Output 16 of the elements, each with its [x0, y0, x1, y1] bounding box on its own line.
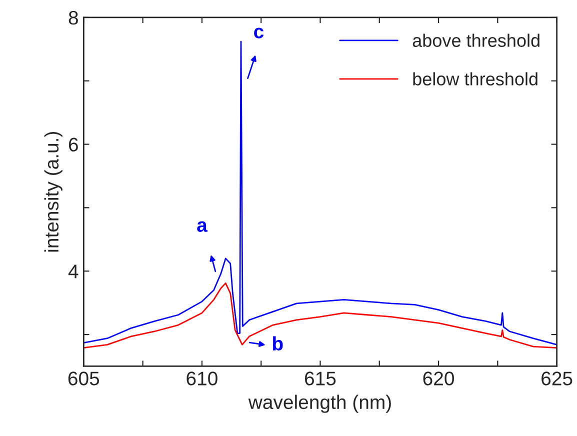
y-tick-label: 6 [68, 138, 78, 152]
line-series [84, 282, 557, 349]
annotation: c [254, 28, 264, 38]
x-tick-label: 615 [305, 372, 336, 386]
x-tick-label: 610 [186, 372, 218, 386]
y-tick-label: 8 [68, 10, 78, 25]
y-axis-title: intensity (a.u.) [44, 132, 62, 252]
legend-label: below threshold [413, 72, 538, 86]
annotation: a [197, 221, 208, 232]
y-tick-label: 4 [68, 264, 78, 278]
legend-label: above threshold [412, 34, 540, 47]
x-tick-label: 605 [68, 372, 100, 386]
x-axis-title: wavelength (nm) [248, 394, 391, 413]
annotation: b [272, 336, 283, 351]
x-tick-label: 620 [423, 372, 454, 386]
x-tick-label: 625 [542, 372, 572, 386]
